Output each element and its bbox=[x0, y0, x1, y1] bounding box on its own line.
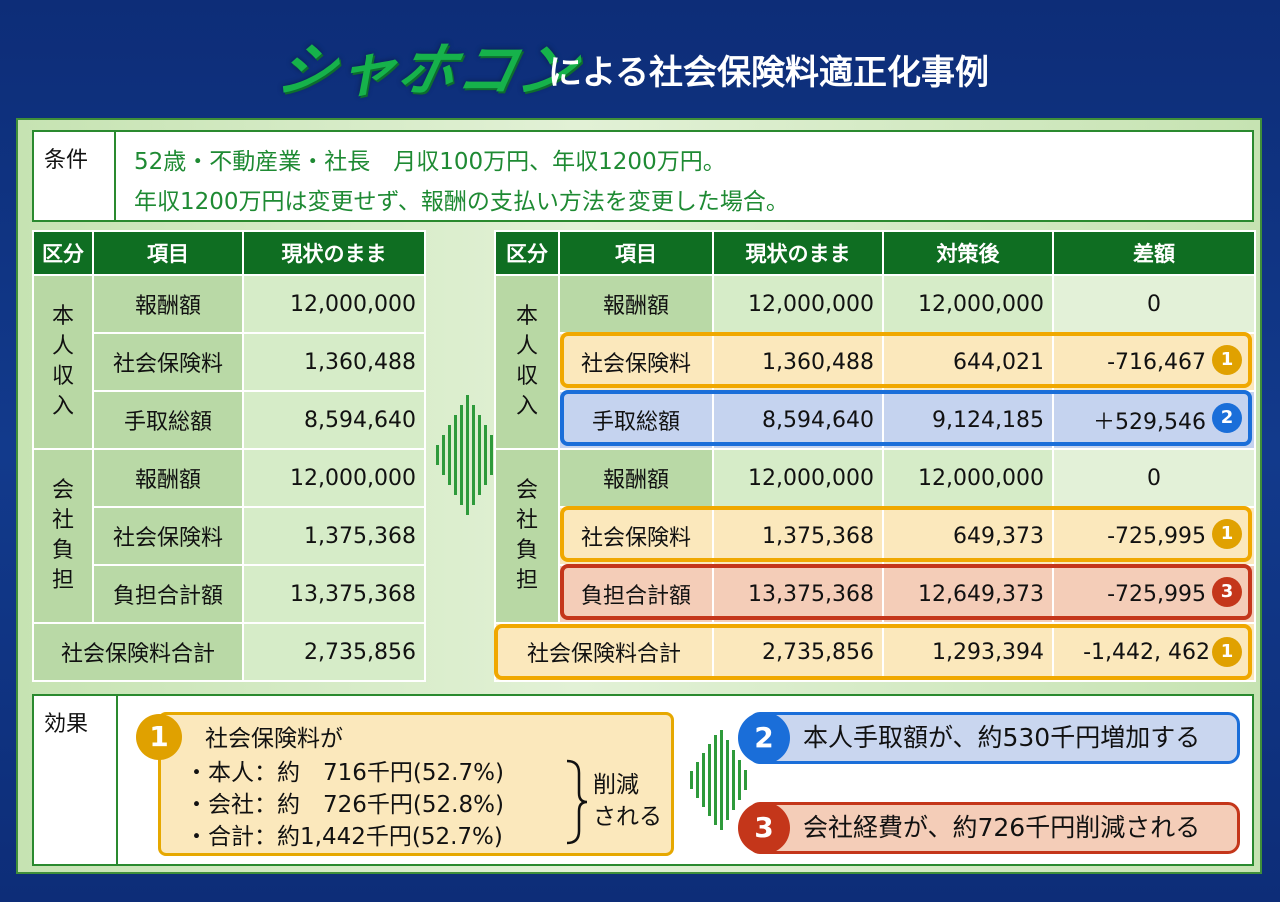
row-item: 報酬額 bbox=[558, 448, 714, 508]
effect-company-cost-box: 会社経費が、約726千円削減される bbox=[748, 802, 1240, 854]
badge-2-icon: 2 bbox=[1212, 403, 1242, 433]
row-current: 1,360,488 bbox=[242, 332, 426, 392]
row-after: 12,649,373 bbox=[882, 564, 1054, 624]
row-after: 12,000,000 bbox=[882, 448, 1054, 508]
category-company: 会社負担 bbox=[494, 448, 560, 624]
badge-3-icon: 3 bbox=[738, 802, 790, 854]
row-current: 1,375,368 bbox=[242, 506, 426, 566]
table-header-row: 区分 項目 現状のまま 対策後 差額 bbox=[494, 230, 1256, 276]
total-after: 1,293,394 bbox=[882, 622, 1054, 682]
row-after: 649,373 bbox=[882, 506, 1054, 566]
table-row: 本人収入 報酬額 12,000,000 bbox=[32, 274, 426, 450]
col-header-item: 項目 bbox=[558, 230, 714, 276]
effect-1-line-total: ・合計：約1,442千円(52.7%) bbox=[185, 824, 503, 850]
row-diff: -716,467 bbox=[1052, 332, 1256, 392]
page-title: による社会保険料適正化事例 bbox=[548, 53, 989, 93]
row-current: 13,375,368 bbox=[242, 564, 426, 624]
row-item: 手取総額 bbox=[558, 390, 714, 450]
row-diff: -725,995 bbox=[1052, 506, 1256, 566]
comparison-table: 区分 項目 現状のまま 対策後 差額 本人収入 報酬額 12,000,000 1… bbox=[494, 230, 1256, 682]
effect-1-reduced-2: される bbox=[593, 804, 662, 830]
row-item: 負担合計額 bbox=[558, 564, 714, 624]
table-row: 本人収入 報酬額 12,000,000 12,000,000 0 bbox=[494, 274, 1256, 450]
badge-1-icon: 1 bbox=[1212, 637, 1242, 667]
table-row: 手取総額 8,594,640 bbox=[33, 390, 426, 450]
col-header-diff: 差額 bbox=[1052, 230, 1256, 276]
row-diff: 0 bbox=[1052, 274, 1256, 334]
table-row: 会社負担 報酬額 12,000,000 bbox=[32, 448, 426, 624]
col-header-after: 対策後 bbox=[882, 230, 1054, 276]
badge-1-icon: 1 bbox=[136, 714, 182, 760]
effect-1-reduced: 削減 bbox=[593, 772, 639, 798]
row-diff: 0 bbox=[1052, 448, 1256, 508]
row-current: 13,375,368 bbox=[712, 564, 884, 624]
arrow-right-icon bbox=[436, 395, 499, 515]
table-row: 社会保険料 1,375,368 bbox=[33, 506, 426, 566]
row-item: 負担合計額 bbox=[92, 564, 244, 624]
brace-icon bbox=[566, 759, 588, 845]
row-current: 12,000,000 bbox=[242, 274, 426, 334]
col-header-item: 項目 bbox=[92, 230, 244, 276]
row-current: 1,375,368 bbox=[712, 506, 884, 566]
effect-3-text: 会社経費が、約726千円削減される bbox=[803, 813, 1201, 842]
effect-2-text: 本人手取額が、約530千円増加する bbox=[803, 723, 1201, 752]
row-after: 9,124,185 bbox=[882, 390, 1054, 450]
arrow-right-icon bbox=[690, 730, 747, 830]
row-after: 644,021 bbox=[882, 332, 1054, 392]
badge-3-icon: 3 bbox=[1212, 577, 1242, 607]
col-header-category: 区分 bbox=[494, 230, 560, 276]
effect-1-line-person: ・本人：約 716千円(52.7%) bbox=[185, 760, 504, 786]
row-item: 社会保険料 bbox=[92, 506, 244, 566]
effect-social-insurance-box: 社会保険料が ・本人：約 716千円(52.7%) ・会社：約 726千円(52… bbox=[158, 712, 674, 856]
row-current: 12,000,000 bbox=[242, 448, 426, 508]
row-item: 社会保険料 bbox=[558, 332, 714, 392]
row-current: 8,594,640 bbox=[242, 390, 426, 450]
table-header-row: 区分 項目 現状のまま bbox=[32, 230, 426, 276]
conditions-box: 条件 52歳・不動産業・社長 月収100万円、年収1200万円。 年収1200万… bbox=[32, 130, 1254, 222]
badge-1-icon: 1 bbox=[1212, 519, 1242, 549]
table-row: 手取総額 8,594,640 9,124,185 ＋529,546 bbox=[495, 390, 1256, 450]
row-item: 社会保険料 bbox=[92, 332, 244, 392]
badge-2-icon: 2 bbox=[738, 712, 790, 764]
condition-line-2: 年収1200万円は変更せず、報酬の支払い方法を変更した場合。 bbox=[134, 189, 789, 215]
header: シャホコン による社会保険料適正化事例 bbox=[0, 30, 1280, 110]
row-item: 報酬額 bbox=[92, 274, 244, 334]
col-header-current: 現状のまま bbox=[712, 230, 884, 276]
col-header-category: 区分 bbox=[32, 230, 94, 276]
effect-label: 効果 bbox=[34, 696, 118, 864]
table-row: 社会保険料 1,360,488 644,021 -716,467 bbox=[495, 332, 1256, 392]
table-total-row: 社会保険料合計 2,735,856 bbox=[32, 622, 426, 682]
effect-1-title: 社会保険料が bbox=[205, 726, 343, 752]
table-total-row: 社会保険料合計 2,735,856 1,293,394 -1,442, 462 bbox=[494, 622, 1256, 682]
col-header-current: 現状のまま bbox=[242, 230, 426, 276]
badge-1-icon: 1 bbox=[1212, 345, 1242, 375]
table-row: 社会保険料 1,360,488 bbox=[33, 332, 426, 392]
brand-logo: シャホコン bbox=[270, 36, 586, 104]
row-item: 手取総額 bbox=[92, 390, 244, 450]
current-table: 区分 項目 現状のまま 本人収入 報酬額 12,000,000 社会保険料 1,… bbox=[32, 230, 426, 682]
row-current: 1,360,488 bbox=[712, 332, 884, 392]
table-row: 社会保険料 1,375,368 649,373 -725,995 bbox=[495, 506, 1256, 566]
total-current: 2,735,856 bbox=[712, 622, 884, 682]
row-current: 12,000,000 bbox=[712, 274, 884, 334]
row-item: 社会保険料 bbox=[558, 506, 714, 566]
category-person: 本人収入 bbox=[494, 274, 560, 450]
row-item: 報酬額 bbox=[92, 448, 244, 508]
category-person: 本人収入 bbox=[32, 274, 94, 450]
conditions-label: 条件 bbox=[34, 132, 116, 220]
row-item: 報酬額 bbox=[558, 274, 714, 334]
effect-1-line-company: ・会社：約 726千円(52.8%) bbox=[185, 792, 504, 818]
total-item: 社会保険料合計 bbox=[32, 622, 244, 682]
table-row: 会社負担 報酬額 12,000,000 12,000,000 0 bbox=[494, 448, 1256, 624]
row-after: 12,000,000 bbox=[882, 274, 1054, 334]
effect-take-home-box: 本人手取額が、約530千円増加する bbox=[748, 712, 1240, 764]
row-current: 8,594,640 bbox=[712, 390, 884, 450]
condition-line-1: 52歳・不動産業・社長 月収100万円、年収1200万円。 bbox=[134, 149, 726, 175]
total-current: 2,735,856 bbox=[242, 622, 426, 682]
row-current: 12,000,000 bbox=[712, 448, 884, 508]
total-item: 社会保険料合計 bbox=[494, 622, 714, 682]
table-row: 負担合計額 13,375,368 bbox=[33, 564, 426, 624]
category-company: 会社負担 bbox=[32, 448, 94, 624]
table-row: 負担合計額 13,375,368 12,649,373 -725,995 bbox=[495, 564, 1256, 624]
